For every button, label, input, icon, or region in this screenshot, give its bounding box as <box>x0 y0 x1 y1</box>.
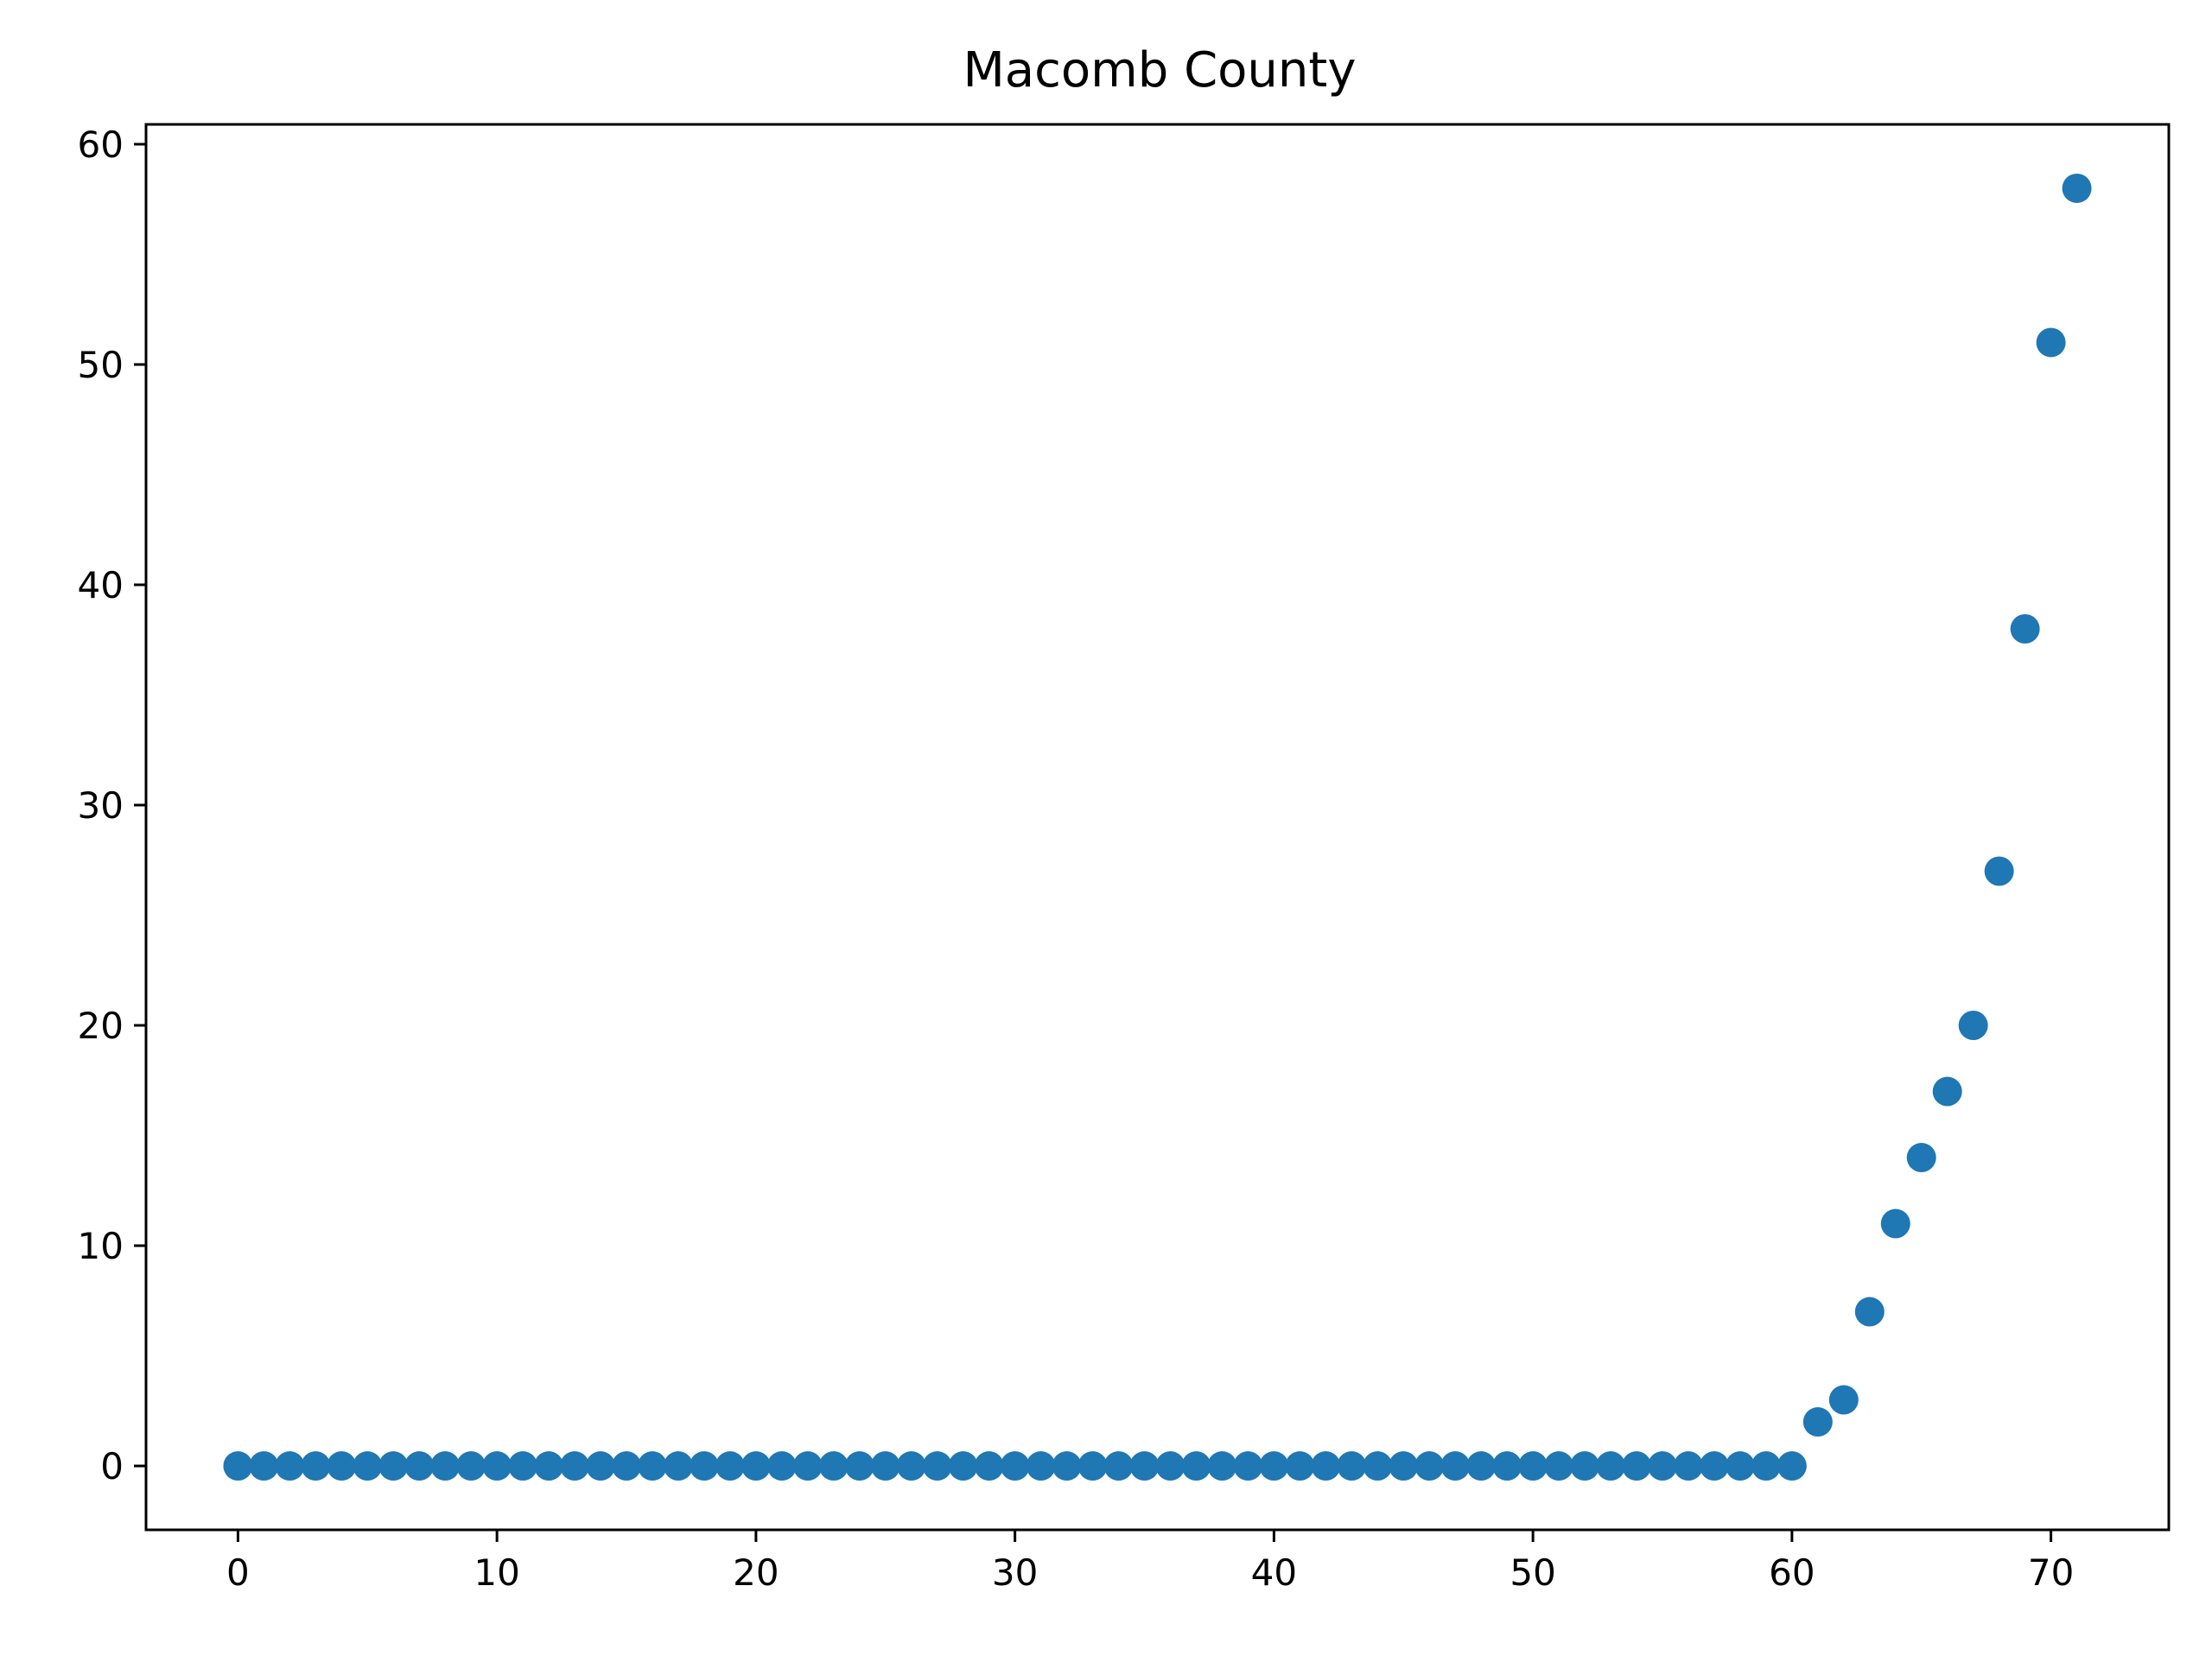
data-point <box>741 1451 771 1481</box>
data-point <box>249 1451 279 1481</box>
y-tick-label: 20 <box>78 1005 124 1047</box>
data-point <box>1492 1451 1522 1481</box>
data-point <box>456 1451 486 1481</box>
data-point <box>1751 1451 1781 1481</box>
y-tick-label: 0 <box>100 1445 124 1488</box>
data-point <box>1673 1451 1703 1481</box>
data-point <box>1285 1451 1315 1481</box>
y-tick-label: 40 <box>78 564 124 606</box>
data-point <box>922 1451 952 1481</box>
x-tick-label: 0 <box>226 1551 250 1594</box>
data-point <box>1596 1451 1626 1481</box>
y-tick-label: 50 <box>78 344 124 386</box>
data-point <box>1337 1451 1367 1481</box>
data-point <box>327 1451 357 1481</box>
data-point <box>1389 1451 1419 1481</box>
data-point <box>1984 856 2014 886</box>
data-point <box>974 1451 1004 1481</box>
data-point <box>948 1451 978 1481</box>
data-point <box>1077 1451 1108 1481</box>
chart-title: Macomb County <box>963 42 1356 98</box>
data-point <box>1906 1143 1936 1173</box>
data-point <box>1259 1451 1289 1481</box>
x-tick-label: 50 <box>1510 1551 1555 1594</box>
data-point <box>2062 173 2092 203</box>
data-point <box>223 1451 253 1481</box>
data-point <box>508 1451 538 1481</box>
data-point <box>275 1451 305 1481</box>
data-point <box>586 1451 616 1481</box>
data-point <box>1932 1076 1962 1107</box>
data-point <box>792 1451 823 1481</box>
data-point <box>404 1451 435 1481</box>
data-point <box>1854 1297 1885 1327</box>
data-point <box>482 1451 512 1481</box>
data-point <box>1699 1451 1729 1481</box>
plot-frame <box>144 123 2171 1532</box>
data-point <box>1207 1451 1237 1481</box>
data-point <box>1544 1451 1574 1481</box>
data-point <box>870 1451 900 1481</box>
data-point <box>1363 1451 1393 1481</box>
data-point <box>689 1451 719 1481</box>
data-point <box>378 1451 409 1481</box>
data-point <box>1622 1451 1652 1481</box>
data-point <box>1414 1451 1445 1481</box>
data-point <box>1129 1451 1160 1481</box>
data-point <box>1958 1011 1988 1041</box>
data-point <box>1802 1407 1833 1437</box>
data-point <box>1000 1451 1030 1481</box>
data-point <box>1648 1451 1678 1481</box>
data-point <box>2036 327 2066 358</box>
data-point <box>1828 1385 1859 1415</box>
y-tick-label: 10 <box>78 1225 124 1267</box>
y-tick-label: 30 <box>78 784 124 827</box>
data-point <box>1518 1451 1548 1481</box>
data-point <box>637 1451 667 1481</box>
data-point <box>1103 1451 1134 1481</box>
x-tick-label: 10 <box>474 1551 519 1594</box>
data-point <box>1311 1451 1341 1481</box>
x-tick-label: 40 <box>1251 1551 1297 1594</box>
data-point <box>301 1451 331 1481</box>
data-point <box>1466 1451 1497 1481</box>
data-point <box>1052 1451 1082 1481</box>
y-axis: 0 10 20 30 40 50 60 <box>78 124 146 1488</box>
x-tick-label: 30 <box>992 1551 1038 1594</box>
data-point <box>896 1451 926 1481</box>
data-point <box>766 1451 797 1481</box>
data-point <box>1725 1451 1755 1481</box>
data-point <box>844 1451 874 1481</box>
data-point <box>1440 1451 1471 1481</box>
data-point <box>715 1451 745 1481</box>
data-point <box>1181 1451 1211 1481</box>
data-point <box>534 1451 564 1481</box>
x-axis: 0 10 20 30 40 50 60 70 <box>226 1530 2074 1594</box>
data-point <box>1777 1451 1807 1481</box>
data-points <box>223 173 2092 1481</box>
data-point <box>1570 1451 1600 1481</box>
data-point <box>1026 1451 1056 1481</box>
y-tick-label: 60 <box>78 124 124 166</box>
data-point <box>353 1451 383 1481</box>
data-point <box>2010 613 2040 644</box>
x-tick-label: 60 <box>1769 1551 1815 1594</box>
x-tick-label: 70 <box>2028 1551 2074 1594</box>
data-point <box>818 1451 849 1481</box>
data-point <box>612 1451 642 1481</box>
data-point <box>1155 1451 1185 1481</box>
data-point <box>1233 1451 1263 1481</box>
data-point <box>663 1451 693 1481</box>
data-point <box>430 1451 461 1481</box>
data-point <box>560 1451 590 1481</box>
data-point <box>1880 1208 1910 1239</box>
x-tick-label: 20 <box>733 1551 779 1594</box>
